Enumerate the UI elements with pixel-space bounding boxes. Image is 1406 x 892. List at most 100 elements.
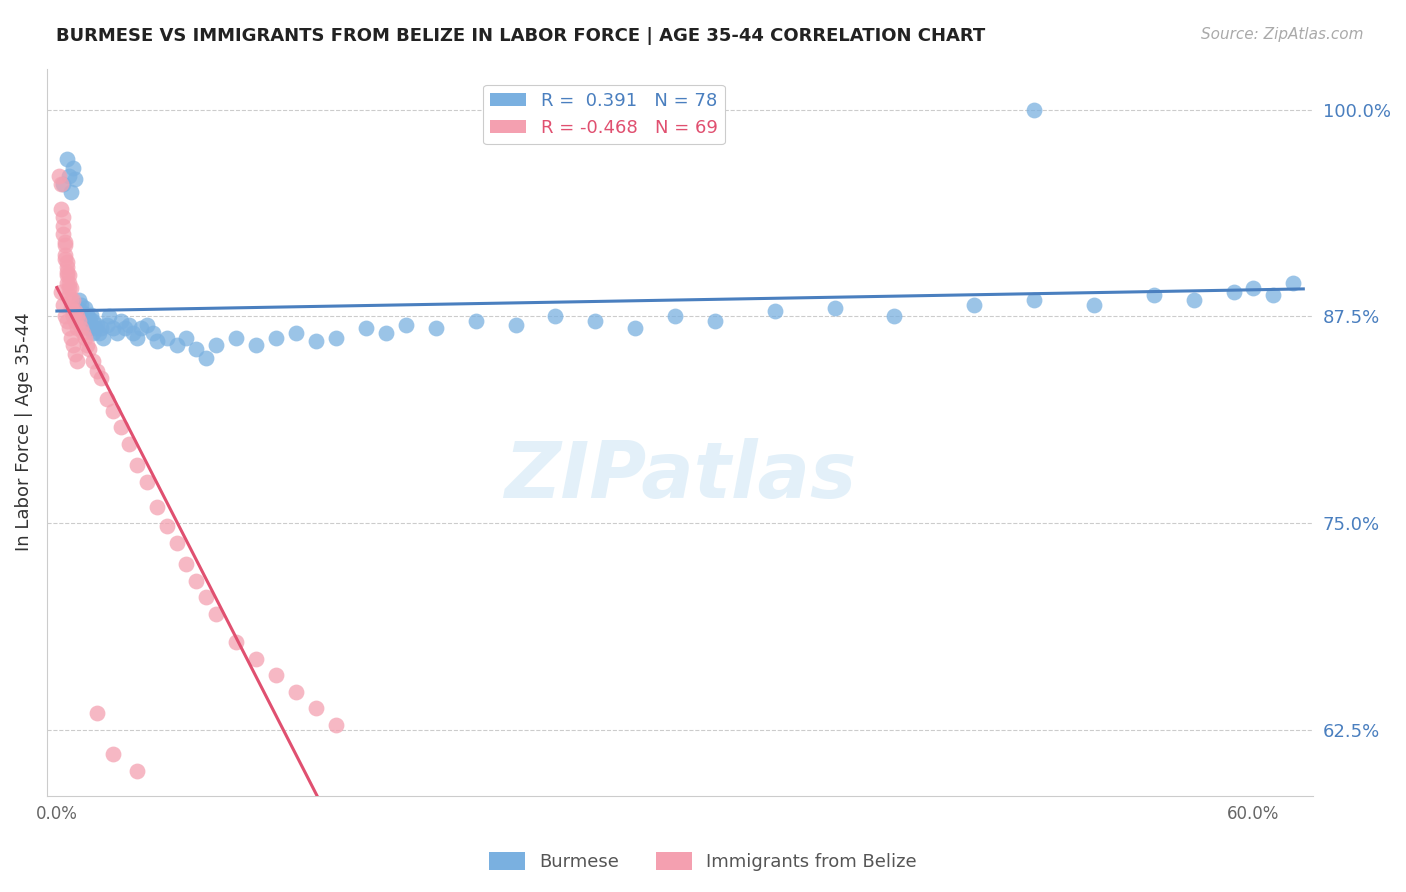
Point [76, 337, 98, 351]
Point [110, 314, 132, 328]
Point [53, 252, 76, 266]
Point [425, 321, 447, 335]
Point [1022, 103, 1045, 117]
Point [72, 318, 94, 332]
Point [101, 321, 124, 335]
Point [63, 347, 86, 361]
Point [73, 311, 96, 326]
Point [166, 536, 188, 550]
Point [52, 211, 75, 225]
Point [624, 321, 647, 335]
Point [118, 436, 141, 450]
Point [155, 331, 177, 345]
Point [305, 334, 328, 349]
Point [53, 238, 76, 252]
Point [664, 310, 686, 324]
Point [63, 172, 86, 186]
Point [125, 458, 148, 473]
Point [76, 314, 98, 328]
Point [110, 420, 132, 434]
Point [62, 310, 84, 324]
Point [67, 293, 90, 307]
Point [90, 370, 112, 384]
Point [166, 337, 188, 351]
Point [62, 337, 84, 351]
Point [195, 591, 218, 605]
Point [62, 161, 84, 175]
Point [72, 308, 94, 322]
Point [56, 314, 79, 328]
Point [82, 314, 104, 328]
Point [58, 281, 80, 295]
Point [135, 318, 157, 332]
Point [155, 519, 177, 533]
Point [145, 334, 167, 349]
Point [56, 265, 79, 279]
Point [505, 318, 527, 332]
Text: BURMESE VS IMMIGRANTS FROM BELIZE IN LABOR FORCE | AGE 35-44 CORRELATION CHART: BURMESE VS IMMIGRANTS FROM BELIZE IN LAB… [56, 27, 986, 45]
Point [86, 706, 108, 720]
Point [72, 326, 94, 340]
Point [77, 343, 100, 357]
Point [763, 304, 786, 318]
Point [56, 260, 79, 274]
Legend: Burmese, Immigrants from Belize: Burmese, Immigrants from Belize [482, 845, 924, 879]
Text: Source: ZipAtlas.com: Source: ZipAtlas.com [1201, 27, 1364, 42]
Point [59, 293, 82, 307]
Point [62, 304, 84, 318]
Point [1083, 298, 1105, 312]
Point [245, 337, 267, 351]
Point [101, 403, 124, 417]
Point [96, 392, 118, 406]
Text: ZIPatlas: ZIPatlas [503, 438, 856, 514]
Point [883, 310, 905, 324]
Point [325, 717, 347, 731]
Point [58, 169, 80, 183]
Point [69, 304, 91, 318]
Point [97, 310, 120, 324]
Point [1022, 293, 1045, 307]
Point [52, 227, 75, 241]
Point [105, 326, 128, 340]
Point [56, 277, 79, 291]
Point [73, 331, 96, 345]
Point [121, 326, 143, 340]
Point [135, 475, 157, 489]
Point [96, 318, 118, 332]
Point [225, 331, 247, 345]
Point [176, 558, 198, 572]
Point [186, 574, 208, 588]
Point [195, 351, 218, 365]
Point [824, 301, 846, 315]
Point [80, 318, 103, 332]
Point [118, 318, 141, 332]
Point [59, 301, 82, 315]
Point [49, 178, 72, 192]
Point [66, 321, 89, 335]
Point [80, 308, 103, 322]
Point [325, 331, 347, 345]
Point [305, 701, 328, 715]
Point [69, 321, 91, 335]
Point [58, 277, 80, 291]
Point [59, 331, 82, 345]
Point [58, 268, 80, 282]
Point [86, 318, 108, 332]
Point [87, 326, 110, 340]
Point [67, 314, 90, 328]
Point [264, 331, 287, 345]
Point [205, 607, 228, 621]
Point [66, 354, 89, 368]
Point [53, 235, 76, 249]
Point [58, 321, 80, 335]
Point [77, 321, 100, 335]
Point [464, 314, 486, 328]
Point [264, 668, 287, 682]
Point [1241, 281, 1264, 295]
Point [354, 321, 377, 335]
Point [704, 314, 727, 328]
Point [225, 635, 247, 649]
Point [285, 684, 308, 698]
Point [540, 103, 562, 117]
Point [53, 248, 76, 262]
